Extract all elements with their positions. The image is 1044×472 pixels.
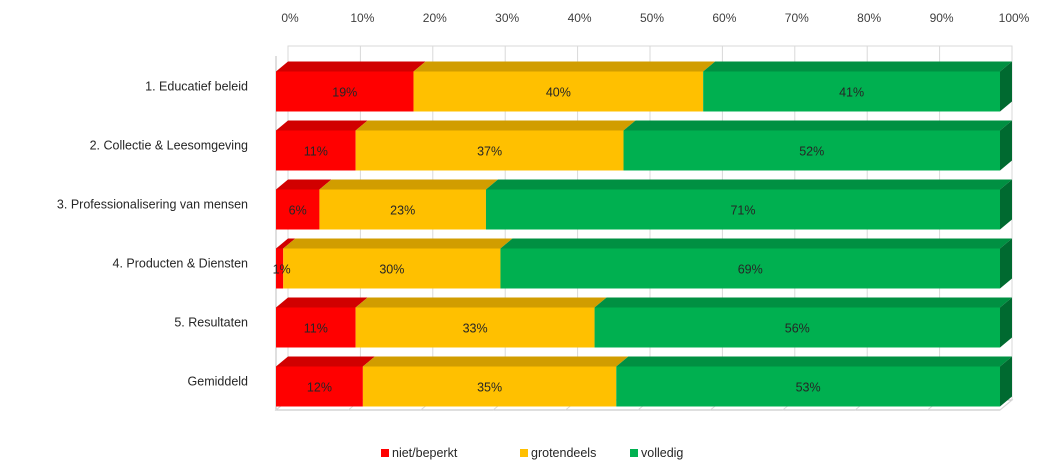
- bar-segment-volledig: [485, 189, 1001, 230]
- bar-row-1-educatief-beleid: 19% 40% 41%: [276, 61, 1012, 112]
- bar-segment-grotendeels: [413, 71, 704, 112]
- bar-segment-grotendeels: [355, 130, 624, 171]
- bar-end-face: [1000, 120, 1012, 171]
- bar-segment-top-grotendeels: [319, 179, 498, 190]
- bar-segment-volledig: [500, 248, 1000, 289]
- bar-end-face: [1000, 356, 1012, 407]
- data-label-niet-beperkt: 1%: [273, 263, 291, 277]
- category-label: 2. Collectie & Leesomgeving: [90, 139, 248, 153]
- bar-segment-top-volledig: [623, 120, 1012, 131]
- data-label-volledig: 56%: [785, 322, 810, 336]
- category-label: 1. Educatief beleid: [145, 80, 248, 94]
- data-label-niet-beperkt: 11%: [304, 322, 328, 336]
- bar-segment-top-niet-beperkt: [276, 238, 296, 249]
- bar-row-2-collectie-leesomgeving: 11% 37% 52%: [276, 120, 1012, 171]
- bar-segment-niet-beperkt: [276, 248, 284, 289]
- bar-segment-grotendeels: [355, 307, 595, 348]
- data-label-volledig: 41%: [839, 86, 864, 100]
- x-tick-label: 80%: [857, 11, 881, 25]
- bar-segment-grotendeels: [283, 248, 501, 289]
- x-tick-label: 50%: [640, 11, 664, 25]
- bar-segment-top-grotendeels: [283, 238, 513, 249]
- bar-segment-volledig: [703, 71, 1000, 112]
- bar-segment-top-volledig: [616, 356, 1012, 367]
- category-label: Gemiddeld: [188, 375, 248, 389]
- bar-segment-niet-beperkt: [276, 71, 414, 112]
- bar-segment-volledig: [623, 130, 1000, 171]
- x-tick-label: 10%: [350, 11, 374, 25]
- category-label: 4. Producten & Diensten: [113, 257, 249, 271]
- bar-segment-grotendeels: [362, 366, 617, 407]
- category-label: 3. Professionalisering van mensen: [57, 198, 248, 212]
- data-label-grotendeels: 30%: [379, 263, 404, 277]
- legend-swatch-grotendeels: [520, 449, 528, 457]
- data-label-grotendeels: 37%: [477, 145, 502, 159]
- bar-segment-niet-beperkt: [276, 130, 356, 171]
- data-label-niet-beperkt: 12%: [307, 381, 332, 395]
- legend-swatch-niet-beperkt: [381, 449, 389, 457]
- bar-segment-top-volledig: [703, 61, 1012, 72]
- data-label-niet-beperkt: 11%: [304, 145, 328, 159]
- bar-end-face: [1000, 179, 1012, 230]
- data-label-grotendeels: 23%: [390, 204, 415, 218]
- x-tick-label: 70%: [785, 11, 809, 25]
- x-tick-label: 0%: [281, 11, 299, 25]
- bar-segment-top-volledig: [485, 179, 1013, 190]
- bar-segment-volledig: [616, 366, 1000, 407]
- bar-segment-niet-beperkt: [276, 366, 363, 407]
- bar-segment-top-grotendeels: [413, 61, 716, 72]
- legend-label-volledig: volledig: [641, 446, 683, 460]
- data-label-grotendeels: 33%: [463, 322, 488, 336]
- bar-segment-top-volledig: [500, 238, 1012, 249]
- data-label-grotendeels: 35%: [477, 381, 502, 395]
- bar-end-face: [1000, 238, 1012, 289]
- x-tick-label: 90%: [930, 11, 954, 25]
- gridline-floor-100: [999, 399, 1013, 411]
- legend: niet/beperkt grotendeels volledig: [381, 446, 683, 460]
- bar-end-face: [1000, 297, 1012, 348]
- data-label-volledig: 69%: [738, 263, 763, 277]
- legend-swatch-volledig: [630, 449, 638, 457]
- bar-end-face: [1000, 61, 1012, 112]
- x-tick-label: 60%: [712, 11, 736, 25]
- x-tick-label: 20%: [423, 11, 447, 25]
- bar-segment-top-grotendeels: [362, 356, 629, 367]
- data-label-volledig: 71%: [730, 204, 755, 218]
- data-label-volledig: 53%: [796, 381, 821, 395]
- bar-row-4-producten-diensten: 1% 30% 69%: [273, 238, 1012, 289]
- bar-segment-top-niet-beperkt: [276, 120, 368, 131]
- bar-row-5-resultaten: 11% 33% 56%: [276, 297, 1012, 348]
- x-tick-label: 40%: [568, 11, 592, 25]
- bar-segment-top-niet-beperkt: [276, 297, 368, 308]
- bar-segment-top-grotendeels: [355, 297, 607, 308]
- data-label-niet-beperkt: 19%: [332, 86, 357, 100]
- bar-segment-top-niet-beperkt: [276, 356, 375, 367]
- data-label-grotendeels: 40%: [546, 86, 571, 100]
- bar-segment-top-niet-beperkt: [276, 61, 426, 72]
- bar-segment-top-grotendeels: [355, 120, 636, 131]
- data-label-niet-beperkt: 6%: [289, 204, 307, 218]
- bar-segment-niet-beperkt: [276, 307, 356, 348]
- bar-segment-niet-beperkt: [276, 189, 320, 230]
- bar-segment-grotendeels: [319, 189, 486, 230]
- legend-label-grotendeels: grotendeels: [531, 446, 596, 460]
- x-tick-label: 30%: [495, 11, 519, 25]
- bar-row-3-professionalisering-van-mensen: 6% 23% 71%: [276, 179, 1013, 230]
- legend-label-niet-beperkt: niet/beperkt: [392, 446, 458, 460]
- bar-row-gemiddeld: 12% 35% 53%: [276, 356, 1012, 407]
- category-label: 5. Resultaten: [174, 316, 248, 330]
- bar-segment-top-volledig: [594, 297, 1012, 308]
- bar-segment-volledig: [594, 307, 1000, 348]
- bar-segment-top-niet-beperkt: [276, 179, 332, 190]
- data-label-volledig: 52%: [799, 145, 824, 159]
- x-tick-label: 100%: [999, 11, 1030, 25]
